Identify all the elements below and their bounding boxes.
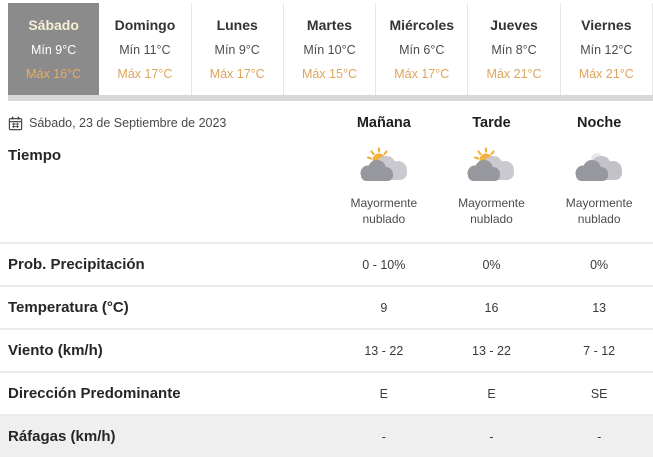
weather-row: Tiempo Mayorment <box>0 135 653 242</box>
row-label: Prob. Precipitación <box>8 256 145 273</box>
selected-date: Sábado, 23 de Septiembre de 2023 <box>0 115 330 131</box>
tab-miercoles[interactable]: Miércoles Mín 6°C Máx 17°C <box>375 3 468 95</box>
cell-value: 9 <box>380 300 388 315</box>
tab-max-temp: Máx 21°C <box>486 67 542 81</box>
tab-min-temp: Mín 10°C <box>303 43 356 57</box>
row-prob-precipitacion: Prob. Precipitación 0 - 10% 0% 0% <box>0 242 653 285</box>
tab-martes[interactable]: Martes Mín 10°C Máx 15°C <box>282 3 376 95</box>
tab-max-temp: Máx 17°C <box>394 67 450 81</box>
tab-min-temp: Mín 9°C <box>214 43 260 57</box>
tab-day-label: Jueves <box>490 17 538 33</box>
tab-min-temp: Mín 11°C <box>119 43 171 57</box>
weather-caption: Mayormente nublado <box>565 196 633 226</box>
tab-sabado[interactable]: Sábado Mín 9°C Máx 16°C <box>8 3 100 95</box>
weather-cell-noche: Mayormente nublado <box>545 147 653 227</box>
tab-min-temp: Mín 8°C <box>491 43 537 57</box>
tab-min-temp: Mín 6°C <box>399 43 445 57</box>
tab-day-label: Lunes <box>216 17 258 33</box>
column-header-tarde: Tarde <box>472 115 511 131</box>
row-rafagas: Ráfagas (km/h) - - - <box>0 414 653 457</box>
row-label: Tiempo <box>8 147 62 164</box>
tab-min-temp: Mín 12°C <box>580 43 633 57</box>
cell-value: 13 <box>592 300 607 315</box>
tab-day-label: Sábado <box>28 17 79 33</box>
row-label: Dirección Predominante <box>8 385 181 402</box>
cell-value: 0% <box>590 257 609 272</box>
tab-max-temp: Máx 15°C <box>301 67 357 81</box>
mostly-cloudy-night-icon <box>575 153 623 181</box>
cell-value: 13 - 22 <box>472 343 511 358</box>
column-header-manana: Mañana <box>356 115 411 131</box>
row-label: Viento (km/h) <box>8 342 103 359</box>
row-viento: Viento (km/h) 13 - 22 13 - 22 7 - 12 <box>0 328 653 371</box>
tabs-underline <box>8 95 653 101</box>
weather-cell-tarde: Mayormente nublado <box>438 147 546 227</box>
cell-value: - <box>597 429 602 444</box>
tab-viernes[interactable]: Viernes Mín 12°C Máx 21°C <box>559 3 653 95</box>
tab-day-label: Miércoles <box>389 17 455 33</box>
row-label: Temperatura (°C) <box>8 299 129 316</box>
date-text: Sábado, 23 de Septiembre de 2023 <box>29 116 227 130</box>
cell-value: E <box>379 386 388 401</box>
row-label: Ráfagas (km/h) <box>8 428 116 445</box>
weather-caption: Mayormente nublado <box>458 196 525 226</box>
tab-max-temp: Máx 17°C <box>209 67 265 81</box>
cell-value: - <box>381 429 386 444</box>
day-tabs: Sábado Mín 9°C Máx 16°C Domingo Mín 11°C… <box>8 0 653 95</box>
tab-max-temp: Máx 17°C <box>117 67 173 81</box>
tab-day-label: Martes <box>306 17 353 33</box>
cell-value: 0 - 10% <box>362 257 406 272</box>
date-header-row: Sábado, 23 de Septiembre de 2023 Mañana … <box>0 101 653 135</box>
mostly-cloudy-day-icon <box>360 147 407 181</box>
tab-jueves[interactable]: Jueves Mín 8°C Máx 21°C <box>467 3 560 95</box>
cell-value: 16 <box>484 300 499 315</box>
calendar-icon <box>8 115 23 130</box>
tab-domingo[interactable]: Domingo Mín 11°C Máx 17°C <box>99 3 191 95</box>
cell-value: - <box>489 429 494 444</box>
mostly-cloudy-day-icon <box>467 147 515 181</box>
weather-cell-manana: Mayormente nublado <box>330 147 438 227</box>
tab-min-temp: Mín 9°C <box>30 43 77 57</box>
column-header-noche: Noche <box>576 115 622 131</box>
tab-day-label: Domingo <box>114 17 176 33</box>
cell-value: 0% <box>482 257 501 272</box>
tab-max-temp: Máx 21°C <box>578 67 634 81</box>
tab-max-temp: Máx 16°C <box>26 67 82 81</box>
row-temperatura: Temperatura (°C) 9 16 13 <box>0 285 653 328</box>
cell-value: 7 - 12 <box>583 343 616 358</box>
tab-lunes[interactable]: Lunes Mín 9°C Máx 17°C <box>190 3 283 95</box>
tab-day-label: Viernes <box>581 17 632 33</box>
cell-value: 13 - 22 <box>364 343 404 358</box>
cell-value: SE <box>590 386 608 401</box>
weather-caption: Mayormente nublado <box>350 196 418 226</box>
cell-value: E <box>487 386 496 401</box>
row-direccion-predominante: Dirección Predominante E E SE <box>0 371 653 414</box>
